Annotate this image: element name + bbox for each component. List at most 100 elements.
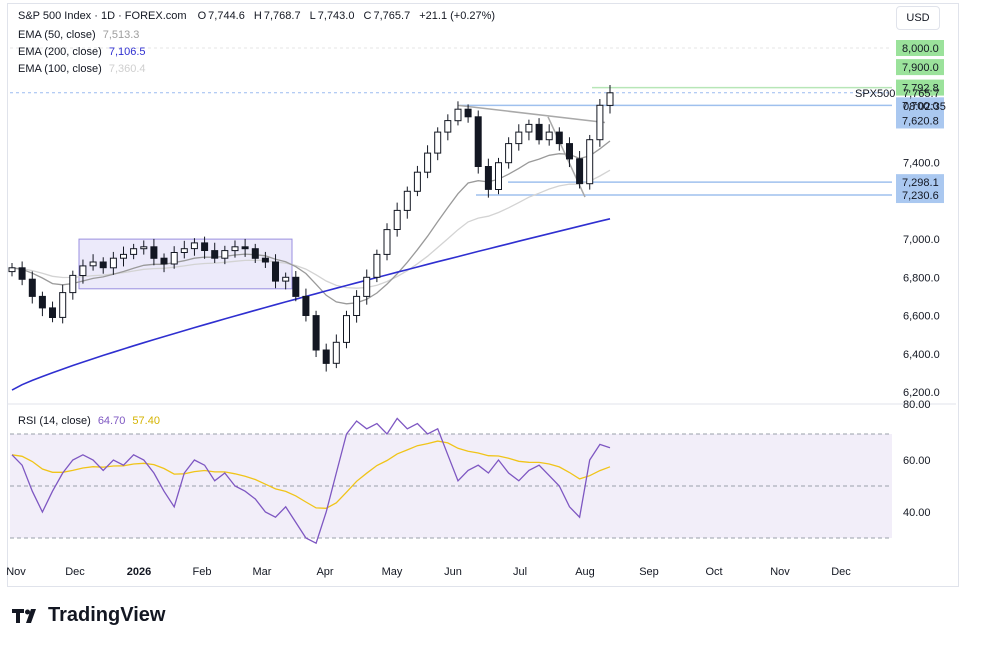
candle-body (251, 248, 259, 259)
ohlc-close-value: 7,765.7 (373, 10, 411, 22)
candle-body (332, 341, 340, 364)
candle-body (170, 252, 178, 265)
rsi-legend[interactable]: RSI (14, close) 64.70 57.40 (18, 415, 160, 427)
candle-body (515, 131, 523, 145)
grid-lines (8, 47, 956, 405)
candle-body (495, 162, 502, 190)
tradingview-logo[interactable]: TradingView (12, 604, 165, 627)
candle-body (586, 139, 594, 185)
candle-body (505, 143, 513, 164)
candle-body (576, 158, 584, 185)
price-tag-label: 7,620.8 (902, 115, 939, 127)
candle-body (312, 315, 320, 351)
rsi-line (11, 417, 611, 545)
price-tag-bg (896, 40, 944, 56)
price-tag-bg (896, 97, 944, 114)
price-tag-label: 7,792.8 (902, 83, 939, 95)
candle-body (302, 295, 310, 316)
time-axis-label: Jun (444, 566, 462, 578)
candle-body (393, 209, 401, 230)
ema50-legend[interactable]: EMA (50, close) 7,513.3 (18, 29, 139, 41)
candle-body (474, 116, 482, 168)
candle-body (424, 152, 432, 173)
ema200-legend[interactable]: EMA (200, close) 7,106.5 (18, 46, 146, 58)
candle-body (545, 131, 553, 141)
candle-body (292, 276, 300, 297)
rsi-label: RSI (14, close) (18, 415, 91, 427)
ema100-legend[interactable]: EMA (100, close) 7,360.4 (18, 63, 146, 75)
time-axis-label: Mar (253, 566, 272, 578)
candle-body (413, 171, 421, 192)
ohlc-close-label: C (363, 10, 372, 22)
candle-body (150, 246, 158, 259)
ema200-line (11, 218, 611, 391)
time-axis-label: 2026 (127, 566, 151, 578)
candle-body (79, 265, 87, 276)
candle-body (484, 166, 492, 190)
candle-body (59, 292, 67, 318)
candle-body (18, 267, 26, 280)
time-axis-label: Sep (639, 566, 659, 578)
rsi-ma-line (11, 440, 611, 509)
triangle-upper-trendline (457, 104, 606, 124)
candle-body (525, 123, 533, 133)
price-tag-label: 7,298.1 (902, 177, 939, 189)
horizontal-lines-layer (457, 86, 892, 198)
candle-body (272, 261, 279, 282)
candle-body (231, 246, 239, 252)
candle-body (109, 257, 117, 269)
symbol-tag-label: SPX500 (855, 88, 895, 100)
price-tick-label: 6,800.0 (903, 272, 940, 284)
ema50-label: EMA (50, close) (18, 29, 96, 41)
ema200-label: EMA (200, close) (18, 46, 102, 58)
price-tag-bg (896, 174, 944, 191)
candle-body (28, 278, 36, 297)
candle-body (282, 276, 290, 282)
candle-body (464, 108, 472, 118)
ohlc-low-value: 7,743.0 (317, 10, 355, 22)
axis-labels-layer: 8,000.0 7,900.0 7,400.0 7,000.0 6,800.0 6,600… (6, 40, 946, 578)
tradingview-logo-text: TradingView (48, 604, 166, 626)
ema200-value: 7,106.5 (108, 46, 146, 58)
price-tick-label: 6,400.0 (903, 349, 940, 361)
time-axis-label: Apr (316, 566, 333, 578)
time-axis-label: Aug (575, 566, 595, 578)
price-tag-label: 8,000.0 (902, 43, 939, 55)
time-axis-label: Jul (513, 566, 527, 578)
candle-body (363, 276, 371, 297)
rsi-tick-label: 80.00 (903, 399, 931, 411)
candle-body (383, 229, 391, 255)
candle-body (38, 295, 46, 309)
candle-body (322, 349, 330, 364)
currency-button[interactable]: USD (896, 6, 940, 30)
ohlc-high-label: H (253, 10, 262, 22)
time-axis-label: Dec (831, 566, 851, 578)
price-tag-bg (896, 187, 944, 204)
candle-body (120, 253, 127, 259)
ema50-value: 7,513.3 (102, 29, 140, 41)
price-tag-bg (896, 59, 944, 76)
candle-body (566, 143, 573, 160)
candle-body (211, 250, 219, 259)
candle-body (8, 267, 16, 273)
rsi-ma-value: 57.40 (132, 415, 160, 427)
price-tag-label: 7,230.6 (902, 190, 939, 202)
tradingview-logo-icon (12, 608, 36, 623)
ohlc-high-value: 7,768.7 (263, 10, 301, 22)
candle-body (373, 253, 381, 278)
price-tag-bg (896, 79, 944, 96)
candle-body (221, 250, 229, 259)
candle-body (180, 248, 188, 253)
symbol-legend: S&P 500 Index · 1D · FOREX.com O 7,744.6 … (18, 10, 495, 22)
candle-body (261, 257, 269, 263)
candles-layer (8, 84, 614, 372)
candle-body (190, 242, 198, 250)
last-price-label: 7,765.7 (903, 88, 940, 100)
candle-body (89, 261, 97, 267)
price-tag-label: 7,900.0 (902, 62, 939, 74)
ohlc-open-label: O (197, 10, 207, 22)
price-tag-bg (896, 112, 944, 129)
rsi-panel-layer (10, 417, 892, 545)
rsi-tick-label: 60.00 (903, 455, 931, 467)
